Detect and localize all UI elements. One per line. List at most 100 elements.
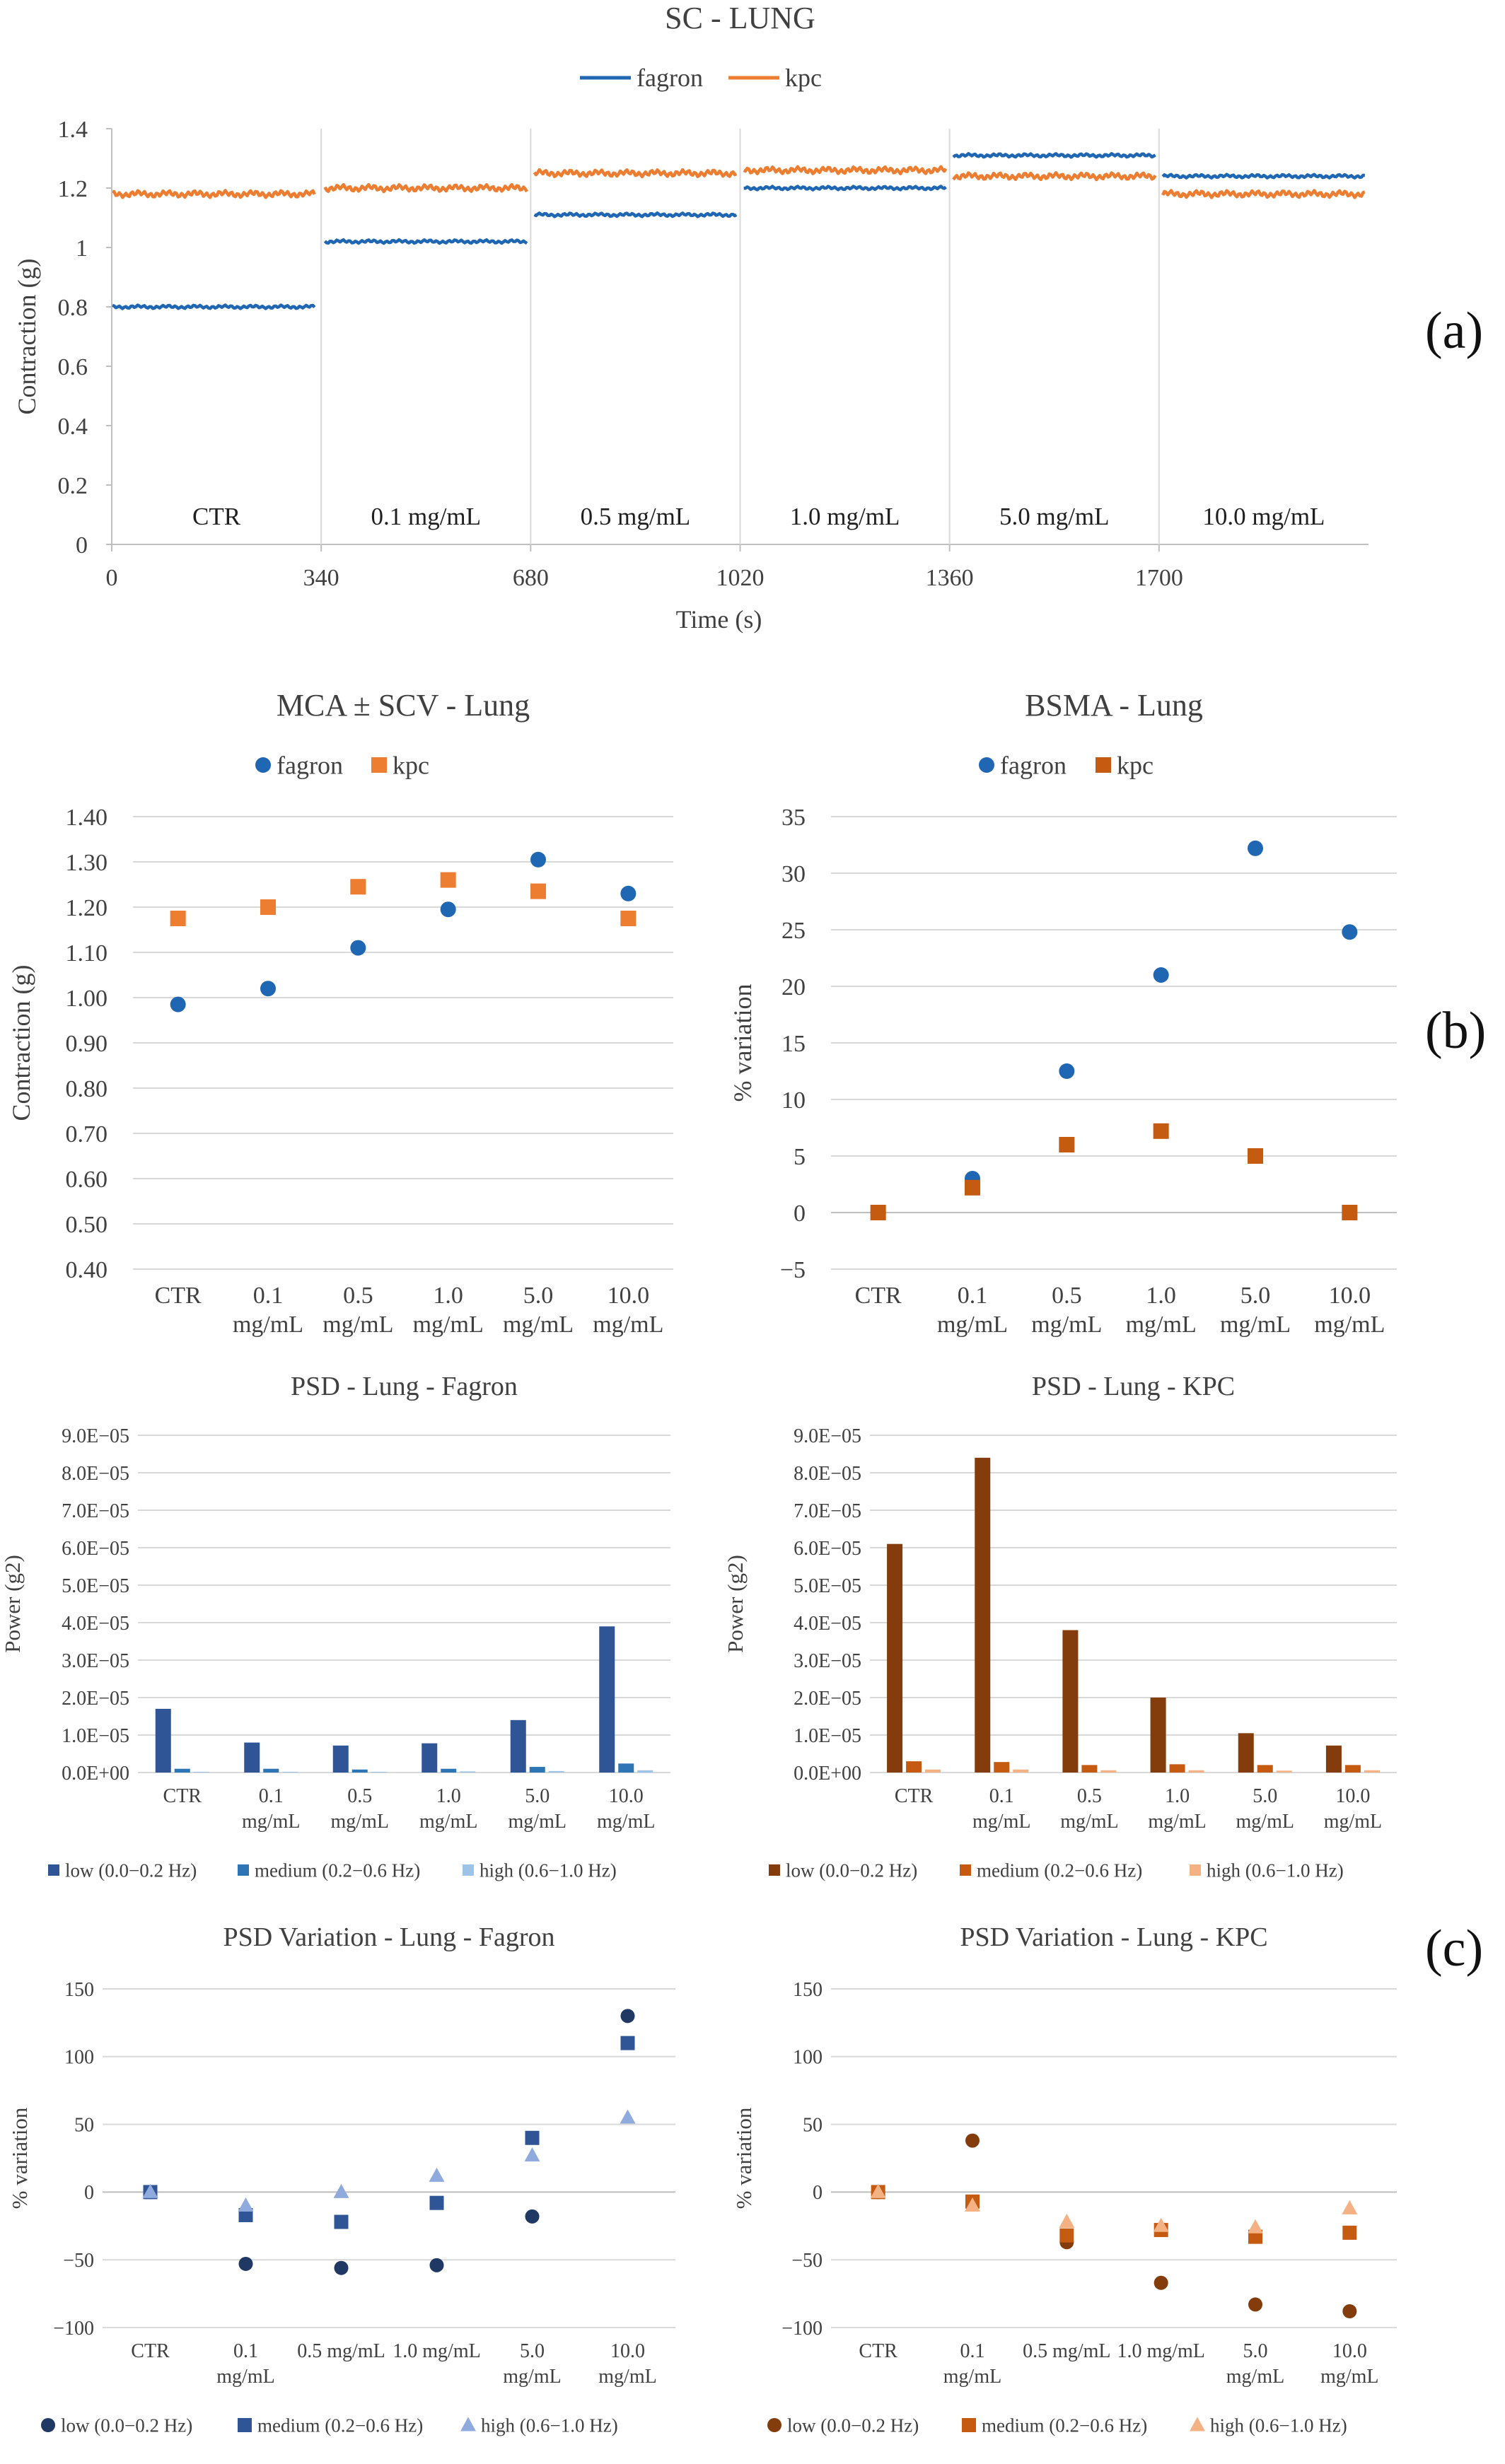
- y-tick-label: 50: [74, 2114, 94, 2136]
- x-tick-label: 1360: [926, 565, 974, 591]
- bar-1-3: [1169, 1764, 1185, 1773]
- chart-bsma-lung: BSMA - Lung −5 0 5 10 15 20 25 30 35 % variation CT…: [728, 688, 1397, 1338]
- x-category-label: CTR: [155, 1283, 202, 1309]
- chart-title: BSMA - Lung: [1025, 688, 1203, 723]
- point-2-4: [1248, 2219, 1263, 2234]
- x-category-label: 1.0: [1146, 1283, 1176, 1309]
- y-tick-label: 150: [64, 1979, 94, 2001]
- x-category-label: CTR: [859, 2340, 897, 2362]
- point-1-4: [525, 2130, 540, 2145]
- y-tick-label: 3.0E−05: [794, 1650, 861, 1672]
- legend-label-fagron: fagron: [637, 64, 703, 92]
- bar-0-2: [332, 1745, 349, 1773]
- y-tick-label: 1.2: [58, 176, 88, 202]
- x-category-unit: mg/mL: [413, 1312, 484, 1338]
- y-axis-label: % variation: [731, 2107, 756, 2209]
- x-category-unit: mg/mL: [593, 1312, 663, 1338]
- x-tick-label: 680: [513, 565, 549, 591]
- segment-label: CTR: [192, 503, 241, 530]
- legend-label-2: high (0.6−1.0 Hz): [1207, 1859, 1344, 1881]
- y-tick-label: −100: [781, 2318, 823, 2340]
- chart-title: PSD - Lung - KPC: [1032, 1372, 1235, 1401]
- bar-0-5: [599, 1626, 615, 1773]
- point-1-0: [870, 1205, 886, 1220]
- legend-label-kpc: kpc: [785, 64, 822, 92]
- x-category-unit: mg/mL: [233, 1312, 303, 1338]
- x-category-unit: mg/mL: [1314, 1312, 1385, 1338]
- x-category-unit: mg/mL: [216, 2366, 274, 2388]
- y-tick-label: 1.4: [58, 117, 88, 143]
- y-tick-label: 1.0E−05: [794, 1725, 861, 1747]
- y-axis-label: % variation: [728, 984, 757, 1102]
- x-category-label: 0.5: [343, 1283, 373, 1309]
- x-category-label: CTR: [855, 1283, 902, 1309]
- point-1-4: [530, 883, 546, 899]
- bar-0-1: [244, 1742, 260, 1773]
- point-2-2: [333, 2183, 349, 2198]
- series-line-kpc: [952, 170, 1157, 182]
- x-category-label: 10.0: [610, 2340, 645, 2362]
- chart-psd-variation-lung-kpc: PSD Variation - Lung - KPC −100 −50 0 50 100 1…: [731, 1922, 1397, 2436]
- y-tick-label: 3.0E−05: [62, 1650, 129, 1672]
- point-0-4: [530, 851, 546, 868]
- legend-label-1: medium (0.2−0.6 Hz): [257, 2415, 423, 2436]
- point-0-4: [1248, 840, 1263, 856]
- x-category-unit: mg/mL: [1060, 1811, 1118, 1833]
- chart-title: SC - LUNG: [665, 1, 815, 35]
- bar-1-3: [441, 1768, 457, 1773]
- series-line-fagron: [1161, 173, 1365, 180]
- x-category-label: CTR: [895, 1785, 934, 1807]
- x-category-unit: mg/mL: [1031, 1312, 1102, 1338]
- x-category-label: 0.1: [253, 1283, 284, 1309]
- y-tick-label: 1.00: [66, 986, 108, 1012]
- panel-label-b: (b): [1425, 1002, 1486, 1060]
- legend-label-1: medium (0.2−0.6 Hz): [982, 2415, 1147, 2436]
- point-0-1: [238, 2256, 253, 2271]
- legend-label-2: high (0.6−1.0 Hz): [481, 2415, 618, 2436]
- bar-2-5: [637, 1770, 653, 1773]
- point-0-0: [170, 996, 186, 1012]
- point-1-3: [440, 872, 456, 888]
- y-axis-label: % variation: [7, 2107, 32, 2209]
- y-tick-label: 150: [793, 1979, 823, 2001]
- point-0-2: [334, 2260, 349, 2275]
- legend-swatch-2: [460, 2417, 476, 2431]
- bar-1-2: [351, 1769, 368, 1773]
- legend-swatch-0: [41, 2418, 55, 2432]
- point-0-3: [1153, 967, 1169, 983]
- x-tick-label: 1020: [716, 565, 765, 591]
- series-line-fagron: [743, 185, 947, 192]
- x-tick-label: 1700: [1135, 565, 1183, 591]
- x-category-label: 10.0: [1335, 1785, 1370, 1807]
- bar-1-5: [1344, 1765, 1361, 1773]
- y-tick-label: 0.0E+00: [62, 1763, 129, 1785]
- x-category-unit: mg/mL: [1220, 1312, 1291, 1338]
- y-tick-label: 30: [781, 861, 806, 887]
- y-axis-label: Power (g2): [0, 1555, 25, 1653]
- x-category-label: 0.5 mg/mL: [297, 2340, 385, 2362]
- y-tick-label: 5.0E−05: [62, 1575, 129, 1597]
- y-tick-label: 4.0E−05: [62, 1613, 129, 1635]
- legend-label-1: kpc: [393, 752, 429, 780]
- legend-swatch-0: [48, 1864, 59, 1876]
- legend-label-1: kpc: [1117, 752, 1154, 780]
- legend-swatch-2: [1190, 2417, 1205, 2431]
- x-category-label: 5.0: [520, 2340, 545, 2362]
- x-category-label: 0.5 mg/mL: [1023, 2340, 1110, 2362]
- point-0-4: [1248, 2297, 1262, 2312]
- x-category-label: CTR: [131, 2340, 170, 2362]
- bar-1-0: [174, 1768, 190, 1773]
- legend-swatch-0: [769, 1864, 780, 1876]
- bar-2-0: [925, 1769, 941, 1773]
- point-1-5: [1342, 2225, 1357, 2240]
- x-category-label: 0.1: [259, 1785, 284, 1807]
- x-axis-label: Time (s): [676, 605, 762, 633]
- chart-title: MCA ± SCV - Lung: [277, 688, 530, 723]
- bar-1-5: [618, 1763, 634, 1773]
- series-line-fagron: [323, 238, 528, 245]
- bar-1-2: [1081, 1765, 1098, 1773]
- x-category-unit: mg/mL: [1320, 2366, 1378, 2388]
- y-tick-label: 0: [76, 532, 88, 559]
- point-1-2: [1059, 2228, 1074, 2243]
